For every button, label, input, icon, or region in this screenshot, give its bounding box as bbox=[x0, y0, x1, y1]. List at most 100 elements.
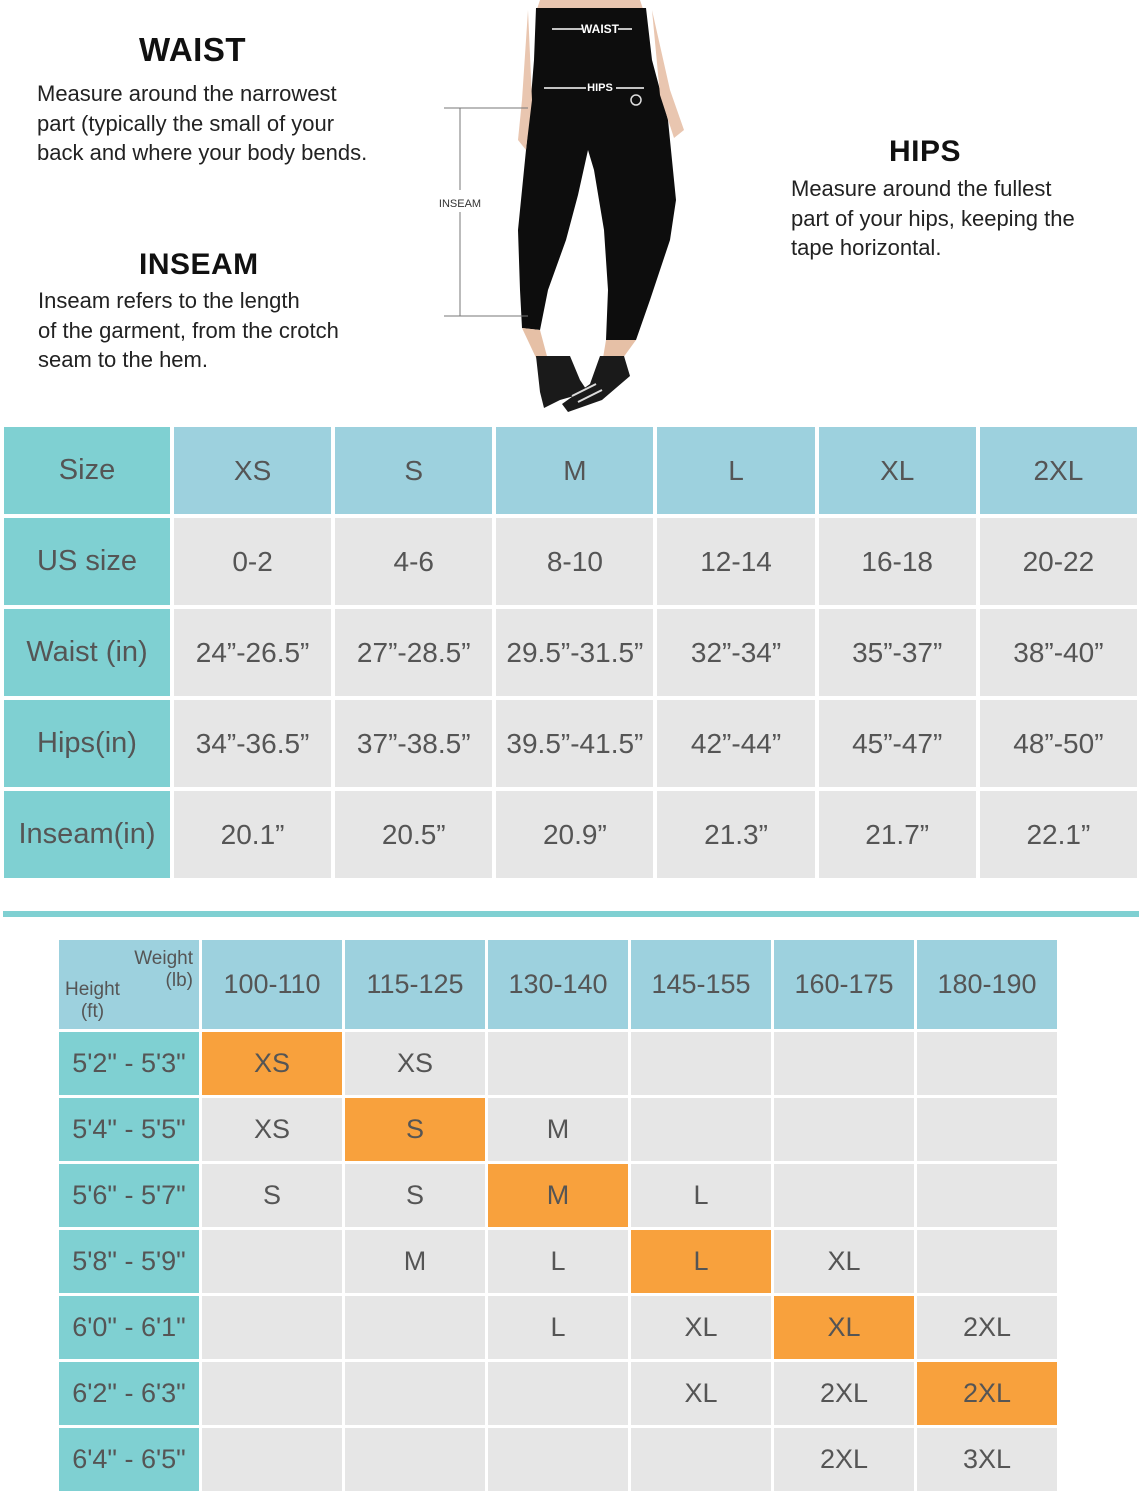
size-chart-cell: 16-18 bbox=[818, 518, 976, 605]
calf-skin-left bbox=[522, 328, 548, 362]
size-chart-row: Inseam(in) 20.1” 20.5” 20.9” 21.3” 21.7” 22.1” bbox=[4, 791, 1137, 878]
size-chart-row-label: Size bbox=[4, 427, 170, 514]
size-chart-cell: 21.3” bbox=[657, 791, 815, 878]
height-row: 5'6" - 5'7" S S M L bbox=[59, 1164, 1057, 1227]
inseam-line-3: seam to the hem. bbox=[38, 347, 208, 372]
size-chart-cell: 29.5”-31.5” bbox=[496, 609, 654, 696]
size-cell bbox=[202, 1230, 342, 1293]
height-row-label: 5'8" - 5'9" bbox=[59, 1230, 199, 1293]
size-chart-cell: 27”-28.5” bbox=[335, 609, 493, 696]
height-row-label: 5'6" - 5'7" bbox=[59, 1164, 199, 1227]
size-cell bbox=[488, 1428, 628, 1491]
size-chart-cell: M bbox=[496, 427, 654, 514]
size-chart-cell: 20-22 bbox=[979, 518, 1137, 605]
size-chart-row-label: Hips(in) bbox=[4, 700, 170, 787]
hips-line-1: Measure around the fullest bbox=[791, 176, 1052, 201]
corner-weight-line: Weight bbox=[134, 948, 193, 969]
size-chart-row-label: Waist (in) bbox=[4, 609, 170, 696]
size-cell bbox=[488, 1362, 628, 1425]
recommended-size-cell: M bbox=[488, 1164, 628, 1227]
size-chart-cell: 24”-26.5” bbox=[174, 609, 332, 696]
size-cell: S bbox=[202, 1164, 342, 1227]
size-chart-cell: 20.9” bbox=[496, 791, 654, 878]
size-chart-cell: S bbox=[335, 427, 493, 514]
size-cell: 2XL bbox=[774, 1428, 914, 1491]
size-cell: XS bbox=[345, 1032, 485, 1095]
weight-header-cell: 100-110 bbox=[202, 940, 342, 1029]
size-chart-cell: 8-10 bbox=[496, 518, 654, 605]
size-chart-cell: XS bbox=[174, 427, 332, 514]
recommended-size-cell: 2XL bbox=[917, 1362, 1057, 1425]
size-cell bbox=[202, 1362, 342, 1425]
height-row: 6'0" - 6'1" L XL XL 2XL bbox=[59, 1296, 1057, 1359]
size-cell bbox=[631, 1032, 771, 1095]
size-chart-table: Size XS S M L XL 2XL US size 0-2 4-6 8-10 12-14 16-1… bbox=[0, 423, 1141, 882]
size-cell bbox=[202, 1296, 342, 1359]
weight-header-row: Weight (lb) Height (ft) 100-110 115-125 130-14… bbox=[59, 940, 1057, 1029]
size-chart-body: Size XS S M L XL 2XL US size 0-2 4-6 8-10 12-14 16-1… bbox=[4, 427, 1137, 878]
height-row-label: 6'2" - 6'3" bbox=[59, 1362, 199, 1425]
height-row: 5'2" - 5'3" XS XS bbox=[59, 1032, 1057, 1095]
size-chart-cell: 45”-47” bbox=[818, 700, 976, 787]
size-cell: XL bbox=[774, 1230, 914, 1293]
size-chart-cell: 2XL bbox=[979, 427, 1137, 514]
brand-logo-icon bbox=[630, 94, 642, 106]
size-cell: XL bbox=[631, 1362, 771, 1425]
size-chart-cell: 0-2 bbox=[174, 518, 332, 605]
size-chart-cell: 48”-50” bbox=[979, 700, 1137, 787]
size-chart-row: Size XS S M L XL 2XL bbox=[4, 427, 1137, 514]
waist-line-1: Measure around the narrowest bbox=[37, 81, 337, 106]
size-cell bbox=[917, 1032, 1057, 1095]
hips-title: HIPS bbox=[889, 135, 962, 168]
height-weight-body: Weight (lb) Height (ft) 100-110 115-125 130-14… bbox=[59, 940, 1057, 1491]
recommended-size-cell: XL bbox=[774, 1296, 914, 1359]
figure-hips-label: HIPS bbox=[587, 82, 613, 94]
size-cell: XL bbox=[631, 1296, 771, 1359]
size-cell: M bbox=[345, 1230, 485, 1293]
height-row: 6'4" - 6'5" 2XL 3XL bbox=[59, 1428, 1057, 1491]
size-cell bbox=[774, 1098, 914, 1161]
section-divider bbox=[3, 911, 1139, 917]
size-chart-cell: 38”-40” bbox=[979, 609, 1137, 696]
size-chart-cell: 35”-37” bbox=[818, 609, 976, 696]
weight-header-cell: 180-190 bbox=[917, 940, 1057, 1029]
hips-line-2: part of your hips, keeping the bbox=[791, 205, 1075, 231]
size-chart-row: Waist (in) 24”-26.5” 27”-28.5” 29.5”-31.5” 3… bbox=[4, 609, 1137, 696]
size-cell bbox=[345, 1362, 485, 1425]
size-cell bbox=[345, 1428, 485, 1491]
height-row: 5'8" - 5'9" M L L XL bbox=[59, 1230, 1057, 1293]
size-cell bbox=[488, 1032, 628, 1095]
leggings-figure: WAIST HIPS INSEAM bbox=[439, 0, 684, 412]
inseam-line-1: Inseam refers to the length bbox=[38, 288, 300, 313]
inseam-line-2: of the garment, from the crotch bbox=[38, 317, 339, 343]
weight-header-cell: 160-175 bbox=[774, 940, 914, 1029]
height-row-label: 5'4" - 5'5" bbox=[59, 1098, 199, 1161]
size-chart-cell: 20.1” bbox=[174, 791, 332, 878]
size-cell: L bbox=[488, 1296, 628, 1359]
waist-description: Measure around the narrowest part (typic… bbox=[37, 79, 367, 168]
size-cell: L bbox=[631, 1164, 771, 1227]
size-cell bbox=[345, 1296, 485, 1359]
height-weight-corner: Weight (lb) Height (ft) bbox=[59, 940, 199, 1029]
size-chart-cell: 12-14 bbox=[657, 518, 815, 605]
corner-height-line: Height bbox=[65, 979, 120, 1000]
size-cell: L bbox=[488, 1230, 628, 1293]
leggings-shape bbox=[518, 8, 676, 340]
size-chart-cell: 34”-36.5” bbox=[174, 700, 332, 787]
size-chart-cell: 20.5” bbox=[335, 791, 493, 878]
weight-header-cell: 130-140 bbox=[488, 940, 628, 1029]
waist-line-2: part (typically the small of your bbox=[37, 110, 335, 136]
figure-inseam-label: INSEAM bbox=[439, 198, 481, 210]
size-chart-cell: 37”-38.5” bbox=[335, 700, 493, 787]
hips-description: Measure around the fullest part of your … bbox=[791, 174, 1075, 263]
size-chart-cell: 32”-34” bbox=[657, 609, 815, 696]
size-cell bbox=[917, 1230, 1057, 1293]
size-cell: 2XL bbox=[917, 1296, 1057, 1359]
corner-weight-line: (lb) bbox=[165, 970, 193, 991]
weight-header-cell: 115-125 bbox=[345, 940, 485, 1029]
size-cell bbox=[917, 1098, 1057, 1161]
size-cell: M bbox=[488, 1098, 628, 1161]
height-row: 6'2" - 6'3" XL 2XL 2XL bbox=[59, 1362, 1057, 1425]
recommended-size-cell: L bbox=[631, 1230, 771, 1293]
size-cell: 2XL bbox=[774, 1362, 914, 1425]
